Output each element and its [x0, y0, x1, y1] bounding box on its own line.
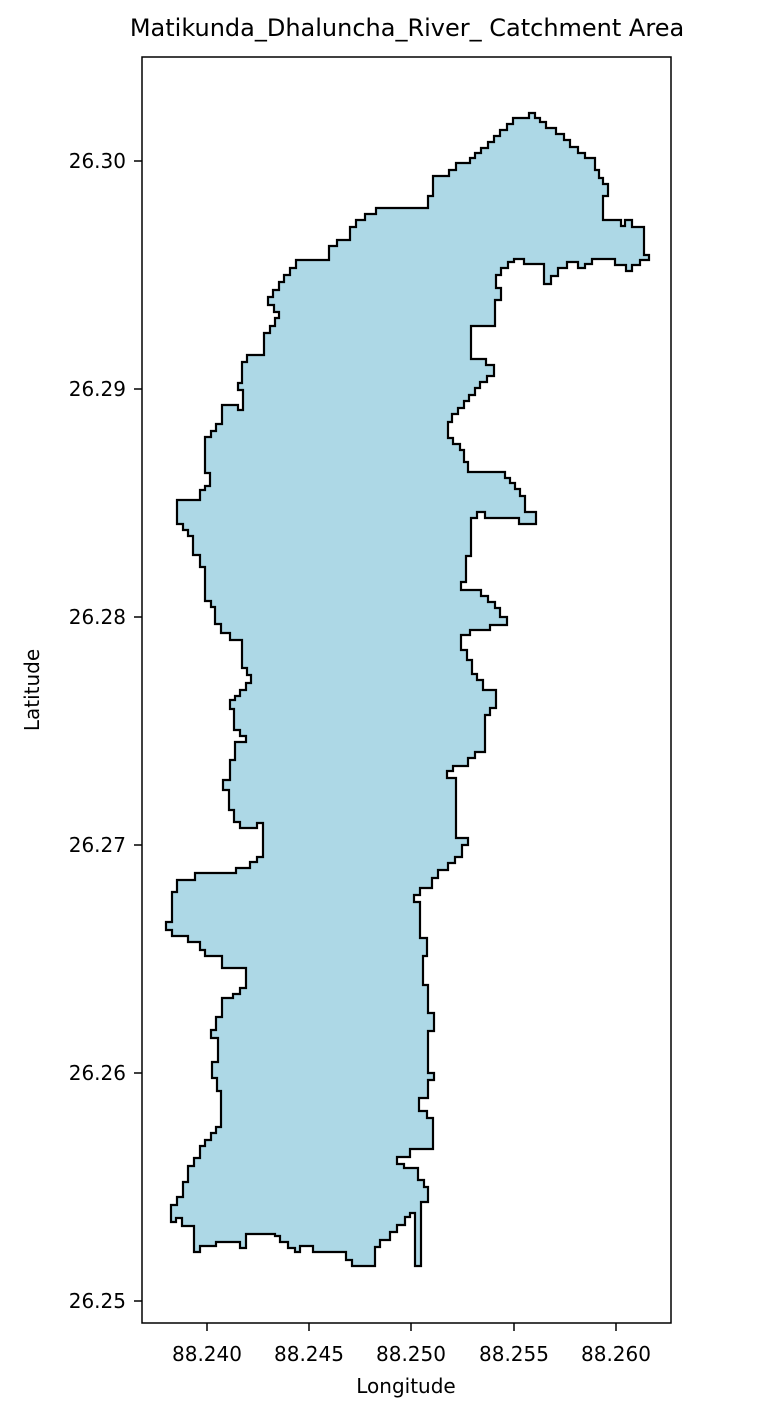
x-axis-label: Longitude	[356, 1374, 455, 1398]
y-tick-label: 26.27	[69, 833, 126, 857]
catchment-area-polygon	[164, 111, 651, 1268]
y-tick-label: 26.30	[69, 149, 126, 173]
x-tick-label: 88.245	[274, 1342, 344, 1366]
x-tick-label: 88.260	[581, 1342, 651, 1366]
y-tick-label: 26.25	[69, 1289, 126, 1313]
y-tick-label: 26.29	[69, 377, 126, 401]
x-tick-label: 88.240	[172, 1342, 242, 1366]
y-axis-label: Latitude	[20, 649, 44, 731]
y-tick-label: 26.26	[69, 1061, 126, 1085]
y-tick-label: 26.28	[69, 605, 126, 629]
axes-frame	[141, 56, 672, 1324]
x-tick-label: 88.255	[479, 1342, 549, 1366]
x-axis: 88.240 88.245 88.250 88.255 88.260	[172, 1323, 651, 1366]
map-title: Matikunda_Dhaluncha_River_ Catchment Are…	[129, 14, 685, 42]
y-axis: 26.25 26.26 26.27 26.28 26.29 26.30	[69, 149, 142, 1313]
x-tick-label: 88.250	[376, 1342, 446, 1366]
